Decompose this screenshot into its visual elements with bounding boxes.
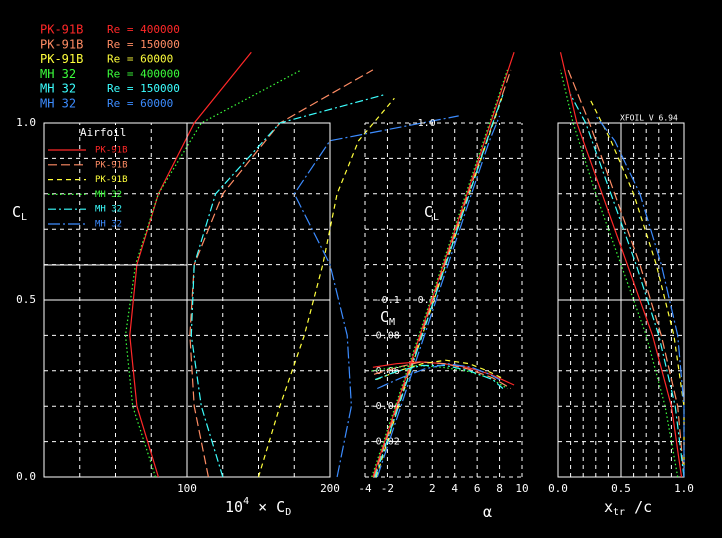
x-tick-label: 0.0 xyxy=(548,482,568,495)
series-line xyxy=(257,97,395,478)
legend-box xyxy=(43,122,188,266)
x-axis-label: xtr /c xyxy=(604,498,652,519)
legend-name: MH 32 xyxy=(40,82,76,96)
x-tick-label: 200 xyxy=(320,482,340,495)
x-tick-label: 2 xyxy=(429,482,436,495)
x-axis-label-part: tr xyxy=(613,507,625,518)
y-tick-label: 0.5 xyxy=(16,293,36,306)
legend-re: Re = 150000 xyxy=(107,38,180,51)
legend-entry: MH 32 xyxy=(95,190,122,200)
series-line xyxy=(377,363,500,390)
x-tick-label: -4 xyxy=(358,482,372,495)
x-tick-label: 0.5 xyxy=(611,482,631,495)
legend-re: Re = 400000 xyxy=(107,67,180,80)
y2-axis-label: CM xyxy=(380,308,395,329)
y2-tick-label: -0.08 xyxy=(370,330,400,341)
signature: XFOIL V 6.94 xyxy=(620,114,678,123)
legend-entry: PK-91B xyxy=(95,146,128,156)
y-tick-label: 0.5 xyxy=(418,295,436,306)
x-tick-label: 6 xyxy=(474,482,481,495)
x-axis-label-part: D xyxy=(285,507,291,518)
x-tick-label: 10 xyxy=(515,482,528,495)
legend-entry: MH 32 xyxy=(95,220,122,230)
y-axis-label-part: C xyxy=(12,203,21,221)
y-axis-label-part: L xyxy=(21,212,27,223)
y2-axis-label-part: M xyxy=(389,317,395,328)
series-line xyxy=(374,94,504,478)
y-axis-label-part: C xyxy=(424,203,433,221)
y-axis-label-part: L xyxy=(433,212,439,223)
series-line xyxy=(567,69,685,478)
y-axis-label: CL xyxy=(424,203,439,224)
x-axis-label-part: x xyxy=(604,498,613,516)
series-line xyxy=(190,94,385,478)
legend-name: PK-91B xyxy=(40,37,83,51)
legend-name: PK-91B xyxy=(40,23,83,37)
x-tick-label: 8 xyxy=(496,482,503,495)
x-axis-label: α xyxy=(483,503,492,521)
y-axis-label: CL xyxy=(12,203,27,224)
x-axis-label-part: 4 xyxy=(243,496,249,507)
y2-tick-label: -0.06 xyxy=(370,366,400,377)
legend-entry: PK-91B xyxy=(95,160,128,170)
x-tick-label: 100 xyxy=(177,482,197,495)
y-tick-label: 1.0 xyxy=(16,116,36,129)
series-line xyxy=(376,115,501,478)
series-line xyxy=(375,359,503,381)
x-axis-label-part: /c xyxy=(625,498,652,516)
legend-entry: PK-91B xyxy=(95,175,128,185)
series-line xyxy=(570,94,685,478)
series-line xyxy=(559,52,683,478)
series-line xyxy=(372,52,515,478)
x-axis-label-part: α xyxy=(483,503,492,521)
y2-tick-label: -0.1 xyxy=(376,295,400,306)
x-tick-label: -2 xyxy=(381,482,394,495)
y2-axis-label-part: C xyxy=(380,308,389,326)
x-axis-label-part: × C xyxy=(249,498,285,516)
legend-re: Re = 60000 xyxy=(107,53,173,66)
series-line xyxy=(293,115,459,478)
x-tick-label: 1.0 xyxy=(674,482,694,495)
series-line xyxy=(371,69,508,478)
x-axis-label: 104 × CD xyxy=(225,496,291,518)
legend-name: MH 32 xyxy=(40,97,76,111)
legend-re: Re = 400000 xyxy=(107,23,180,36)
y-tick-label: 0.0 xyxy=(16,470,36,483)
series-line xyxy=(373,69,512,478)
y2-tick-label: -0.04 xyxy=(370,401,400,412)
series-line xyxy=(373,361,512,390)
legend-re: Re = 150000 xyxy=(107,82,180,95)
legend-entry: MH 32 xyxy=(95,205,122,215)
x-tick-label: 4 xyxy=(451,482,458,495)
series-line xyxy=(595,115,685,477)
legend-title: Airfoil xyxy=(80,126,126,139)
legend-name: PK-91B xyxy=(40,52,83,66)
y-tick-label: 1.0 xyxy=(418,118,436,129)
legend-re: Re = 60000 xyxy=(107,97,173,110)
x-axis-label-part: 10 xyxy=(225,498,243,516)
legend-name: MH 32 xyxy=(40,67,76,81)
series-line xyxy=(559,69,679,478)
